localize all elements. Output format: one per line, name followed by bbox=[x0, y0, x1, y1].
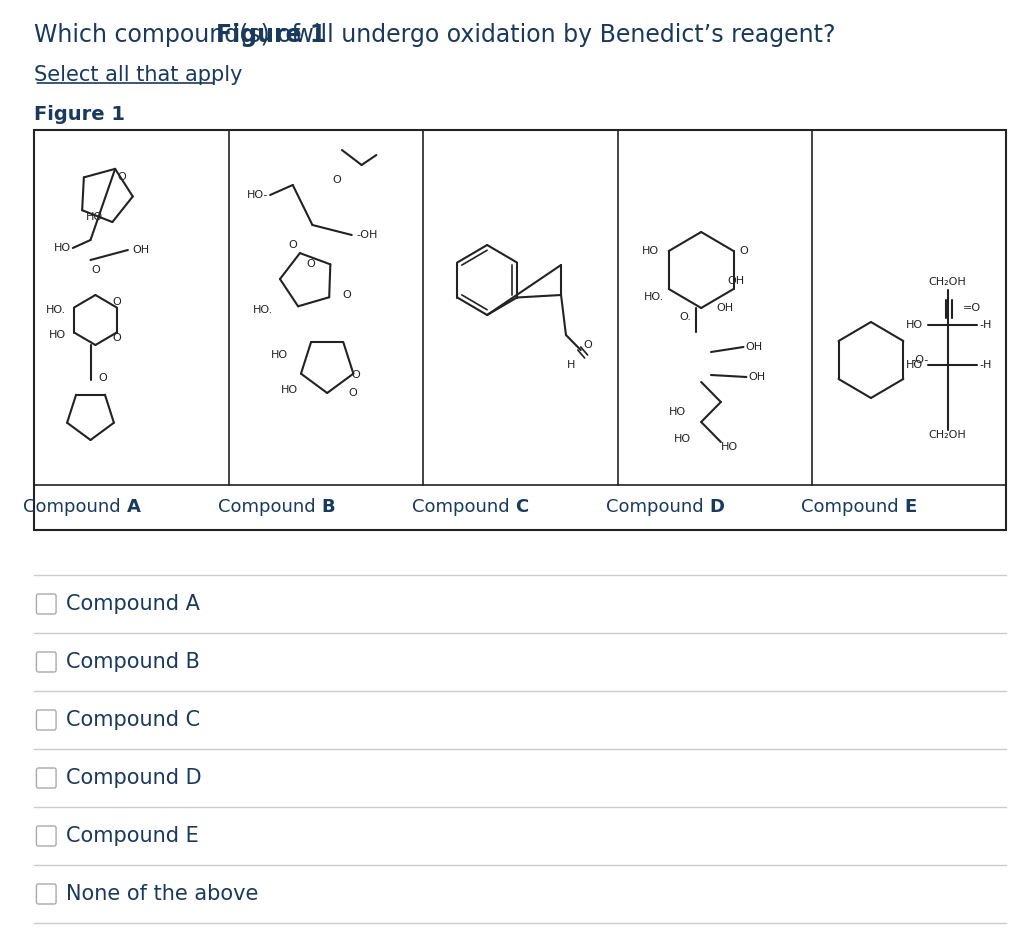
Text: Select all that apply: Select all that apply bbox=[35, 65, 243, 85]
Text: HO.: HO. bbox=[644, 292, 664, 302]
Text: O: O bbox=[584, 340, 592, 350]
Text: Compound A: Compound A bbox=[66, 594, 200, 614]
Text: HO: HO bbox=[281, 385, 298, 395]
Text: O: O bbox=[739, 246, 748, 256]
Text: E: E bbox=[904, 498, 916, 516]
Text: O.: O. bbox=[680, 312, 691, 322]
Text: HO: HO bbox=[906, 360, 923, 370]
Text: Compound: Compound bbox=[24, 498, 127, 516]
Text: -H: -H bbox=[979, 360, 991, 370]
Text: O: O bbox=[98, 373, 106, 383]
Text: None of the above: None of the above bbox=[66, 884, 258, 904]
Text: HO: HO bbox=[270, 350, 288, 360]
Text: O: O bbox=[352, 370, 360, 380]
Text: O: O bbox=[118, 172, 126, 182]
FancyBboxPatch shape bbox=[37, 768, 56, 788]
Text: O: O bbox=[91, 265, 99, 275]
Text: C: C bbox=[515, 498, 528, 516]
Text: HO: HO bbox=[53, 243, 71, 253]
Text: CH₂OH: CH₂OH bbox=[929, 277, 967, 287]
Text: -O-: -O- bbox=[911, 355, 929, 365]
Text: O: O bbox=[333, 175, 341, 185]
Text: O: O bbox=[342, 290, 351, 300]
Text: A: A bbox=[127, 498, 140, 516]
Bar bbox=[35, 130, 1007, 530]
Text: Figure 1: Figure 1 bbox=[216, 23, 327, 47]
Text: HO: HO bbox=[721, 442, 738, 452]
Text: D: D bbox=[710, 498, 725, 516]
Text: =O: =O bbox=[963, 303, 981, 313]
Text: HO: HO bbox=[906, 320, 923, 330]
Text: Compound: Compound bbox=[801, 498, 904, 516]
Text: H: H bbox=[566, 360, 575, 370]
Text: HO: HO bbox=[85, 212, 102, 222]
Text: OH: OH bbox=[745, 342, 763, 352]
FancyBboxPatch shape bbox=[37, 826, 56, 846]
Text: HO: HO bbox=[642, 246, 659, 256]
Text: will undergo oxidation by Benedict’s reagent?: will undergo oxidation by Benedict’s rea… bbox=[288, 23, 836, 47]
Text: Compound: Compound bbox=[412, 498, 515, 516]
Text: Compound D: Compound D bbox=[66, 768, 202, 788]
Text: HO.: HO. bbox=[46, 305, 66, 315]
Text: CH₂OH: CH₂OH bbox=[929, 430, 967, 440]
FancyBboxPatch shape bbox=[37, 884, 56, 904]
Text: Compound C: Compound C bbox=[66, 710, 200, 730]
Text: -H: -H bbox=[979, 320, 991, 330]
Text: Figure 1: Figure 1 bbox=[35, 106, 125, 125]
Text: O: O bbox=[349, 388, 357, 398]
Text: OH: OH bbox=[727, 276, 744, 286]
Text: B: B bbox=[322, 498, 335, 516]
Text: HO: HO bbox=[49, 330, 66, 340]
Text: O: O bbox=[113, 333, 122, 343]
Text: O: O bbox=[113, 297, 122, 307]
Text: Compound E: Compound E bbox=[66, 826, 199, 846]
Text: O: O bbox=[289, 240, 297, 250]
Text: OH: OH bbox=[716, 303, 733, 313]
FancyBboxPatch shape bbox=[37, 652, 56, 672]
FancyBboxPatch shape bbox=[37, 594, 56, 614]
Text: HO: HO bbox=[674, 434, 691, 444]
Text: OH: OH bbox=[133, 245, 150, 255]
Text: O: O bbox=[306, 260, 315, 269]
Text: Compound: Compound bbox=[218, 498, 322, 516]
Text: HO-: HO- bbox=[247, 190, 268, 200]
Text: Which compound(s) of: Which compound(s) of bbox=[35, 23, 308, 47]
Text: Compound B: Compound B bbox=[66, 652, 200, 672]
FancyBboxPatch shape bbox=[37, 710, 56, 730]
Text: HO: HO bbox=[670, 407, 686, 417]
Text: OH: OH bbox=[749, 372, 766, 382]
Text: Compound: Compound bbox=[606, 498, 710, 516]
Text: HO.: HO. bbox=[253, 305, 273, 315]
Text: -OH: -OH bbox=[356, 230, 378, 240]
